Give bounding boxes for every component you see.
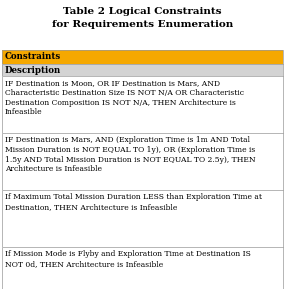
Text: If Maximum Total Mission Duration LESS than Exploration Time at
Destination, THE: If Maximum Total Mission Duration LESS t… xyxy=(5,193,262,211)
Bar xyxy=(2,50,283,64)
Bar xyxy=(2,190,283,247)
Text: IF Destination is Mars, AND (Exploration Time is 1m AND Total
Mission Duration i: IF Destination is Mars, AND (Exploration… xyxy=(5,136,256,173)
Bar xyxy=(2,247,283,289)
Bar xyxy=(2,64,283,76)
Text: Constraints: Constraints xyxy=(5,51,61,60)
Bar xyxy=(2,76,283,133)
Bar xyxy=(2,64,283,76)
Bar xyxy=(2,247,283,289)
Text: Description: Description xyxy=(5,66,61,75)
Text: IF Destination is Moon, OR IF Destination is Mars, AND
Characteristic Destinatio: IF Destination is Moon, OR IF Destinatio… xyxy=(5,79,244,116)
Text: If Mission Mode is Flyby and Exploration Time at Destination IS
NOT 0d, THEN Arc: If Mission Mode is Flyby and Exploration… xyxy=(5,250,251,268)
Bar xyxy=(2,76,283,133)
Text: Table 2 Logical Constraints
for Requirements Enumeration: Table 2 Logical Constraints for Requirem… xyxy=(52,8,233,29)
Bar xyxy=(2,133,283,190)
Bar xyxy=(2,50,283,64)
Bar xyxy=(2,190,283,247)
Bar xyxy=(2,133,283,190)
